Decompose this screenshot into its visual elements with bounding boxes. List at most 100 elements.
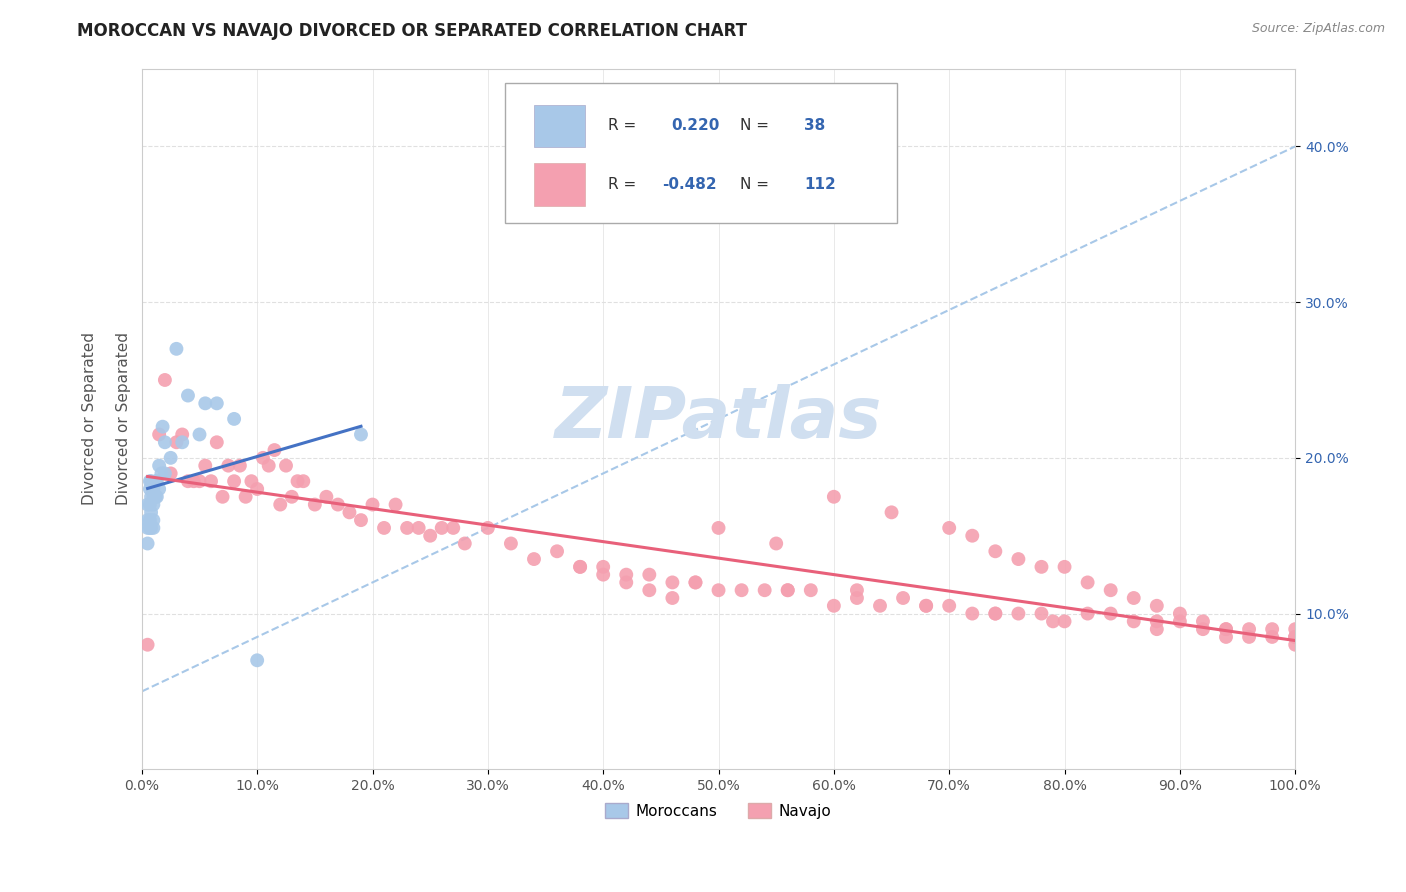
Point (408, 521, 430, 535)
Point (246, 653, 269, 667)
Point (938, 521, 960, 535)
Point (172, 427, 194, 442)
Point (211, 490, 233, 504)
Point (1237, 630, 1260, 644)
Legend: Moroccans, Navajo: Moroccans, Navajo (599, 797, 838, 825)
Point (1042, 615, 1064, 629)
Point (139, 474, 162, 488)
Point (1122, 591, 1144, 605)
Point (139, 490, 162, 504)
Point (150, 467, 173, 481)
Point (962, 529, 984, 543)
Point (183, 474, 205, 488)
Point (263, 443, 285, 458)
Point (592, 559, 614, 574)
Point (159, 450, 181, 465)
Point (685, 575, 707, 590)
Point (845, 591, 868, 605)
Point (915, 599, 938, 613)
Point (350, 513, 373, 527)
Point (142, 521, 165, 535)
Point (1215, 630, 1237, 644)
Point (454, 536, 477, 550)
Point (1284, 630, 1306, 644)
Point (139, 498, 162, 512)
Point (148, 458, 170, 473)
Point (1192, 622, 1215, 636)
Point (153, 467, 176, 481)
Point (1146, 622, 1168, 636)
Point (224, 474, 246, 488)
Point (1146, 615, 1168, 629)
Point (430, 521, 453, 535)
Point (1146, 599, 1168, 613)
Point (139, 513, 162, 527)
Point (823, 490, 845, 504)
Point (592, 567, 614, 582)
Point (707, 521, 730, 535)
Text: -0.482: -0.482 (662, 177, 717, 192)
FancyBboxPatch shape (534, 104, 585, 147)
Point (194, 396, 217, 410)
Point (326, 498, 349, 512)
Point (188, 474, 211, 488)
Point (915, 599, 938, 613)
Point (153, 435, 176, 450)
Point (287, 474, 309, 488)
Point (136, 513, 159, 527)
Point (148, 482, 170, 496)
Point (984, 607, 1007, 621)
Point (139, 482, 162, 496)
Point (373, 521, 395, 535)
Point (315, 490, 337, 504)
Point (1007, 607, 1029, 621)
Text: R =: R = (607, 119, 641, 134)
Point (229, 458, 252, 473)
Text: MOROCCAN VS NAVAJO DIVORCED OR SEPARATED CORRELATION CHART: MOROCCAN VS NAVAJO DIVORCED OR SEPARATED… (77, 22, 748, 40)
Point (523, 552, 546, 566)
Point (188, 427, 211, 442)
Point (419, 529, 441, 543)
Point (396, 521, 419, 535)
Point (638, 567, 661, 582)
Point (1284, 630, 1306, 644)
Point (1215, 622, 1237, 636)
Point (139, 505, 162, 519)
Point (962, 607, 984, 621)
Point (205, 435, 228, 450)
Point (614, 575, 637, 590)
Point (800, 583, 823, 598)
FancyBboxPatch shape (534, 162, 585, 205)
Point (146, 474, 169, 488)
Point (194, 458, 217, 473)
Point (165, 435, 187, 450)
Text: 38: 38 (804, 119, 825, 134)
Point (1031, 607, 1053, 621)
Point (384, 498, 406, 512)
Text: N =: N = (741, 119, 775, 134)
Point (361, 498, 384, 512)
Point (477, 521, 499, 535)
Point (546, 544, 568, 558)
Point (1284, 638, 1306, 652)
Point (1284, 630, 1306, 644)
Point (1122, 615, 1144, 629)
Y-axis label: Divorced or Separated: Divorced or Separated (115, 333, 131, 506)
Point (172, 435, 194, 450)
Point (638, 583, 661, 598)
Point (146, 490, 169, 504)
Point (1261, 622, 1284, 636)
FancyBboxPatch shape (505, 83, 897, 223)
Point (257, 458, 280, 473)
Point (869, 599, 891, 613)
Text: ZIPatlas: ZIPatlas (555, 384, 882, 453)
Point (1168, 615, 1191, 629)
Point (136, 521, 159, 535)
Point (823, 599, 845, 613)
Point (200, 474, 222, 488)
Point (1053, 559, 1076, 574)
Point (139, 521, 162, 535)
Point (224, 412, 246, 426)
Point (1077, 575, 1099, 590)
Point (1168, 607, 1191, 621)
